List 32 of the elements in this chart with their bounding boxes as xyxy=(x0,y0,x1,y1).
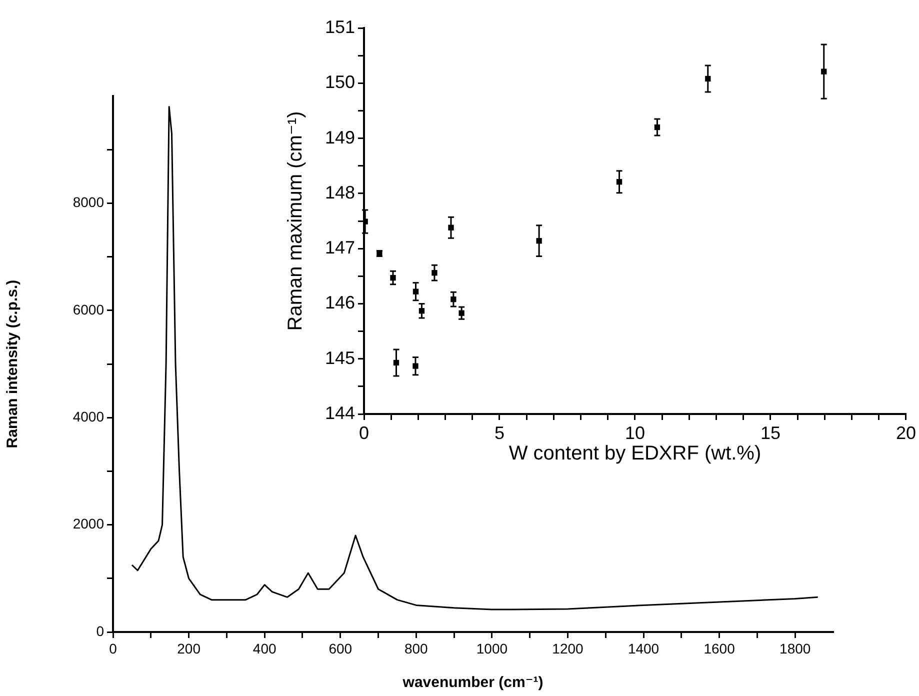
y-tick-label: 150 xyxy=(324,72,355,92)
x-tick-label: 1200 xyxy=(552,640,584,656)
y-tick-label: 144 xyxy=(324,402,355,423)
y-tick-label: 2000 xyxy=(72,516,104,532)
x-tick-label: 0 xyxy=(358,422,370,443)
y-tick-label: 4000 xyxy=(72,408,104,424)
y-tick-label: 0 xyxy=(96,622,104,639)
x-tick-label: 15 xyxy=(760,422,781,443)
y-axis-title: Raman maximum (cm⁻¹) xyxy=(284,111,307,331)
x-tick-label: 1000 xyxy=(476,640,508,656)
x-tick-label: 800 xyxy=(404,640,428,656)
x-tick-label: 1600 xyxy=(704,640,736,656)
y-tick-label: 147 xyxy=(324,238,355,258)
y-tick-label: 6000 xyxy=(72,301,104,318)
x-tick-label: 0 xyxy=(109,640,118,656)
x-tick-label: 20 xyxy=(896,422,916,443)
x-tick-label: 1800 xyxy=(780,640,811,656)
x-tick-label: 5 xyxy=(494,422,505,443)
y-tick-label: 148 xyxy=(324,182,355,202)
y-axis-title: Raman intensity (c.p.s.) xyxy=(4,280,22,448)
y-tick-label: 149 xyxy=(324,127,355,148)
x-tick-label: 400 xyxy=(252,640,276,656)
x-tick-label: 200 xyxy=(177,640,201,656)
x-axis-title: wavenumber (cm⁻¹) xyxy=(402,674,544,692)
x-tick-label: 600 xyxy=(328,640,352,656)
y-tick-label: 145 xyxy=(324,348,355,368)
x-axis-title: W content by EDXRF (wt.%) xyxy=(508,442,762,465)
x-tick-label: 10 xyxy=(624,422,646,443)
y-tick-label: 8000 xyxy=(72,194,104,210)
x-tick-label: 1400 xyxy=(628,640,660,656)
y-tick-label: 146 xyxy=(324,292,355,313)
y-tick-label: 151 xyxy=(324,16,355,37)
